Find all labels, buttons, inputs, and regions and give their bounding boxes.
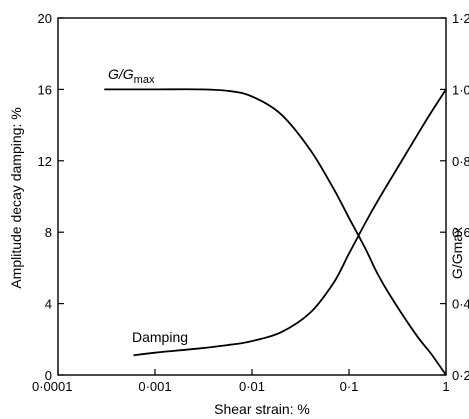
y2-tick-label: 0·4 bbox=[452, 297, 469, 312]
x-axis-title: Shear strain: % bbox=[214, 401, 310, 417]
x-axis-ticks: 0·0001 0·001 0·01 0·1 1 bbox=[32, 369, 450, 394]
x-tick-label: 0·01 bbox=[239, 379, 265, 394]
right-axis-ticks: 0·2 0·4 0·6 0·8 1·0 1·2 bbox=[440, 11, 469, 383]
annotation-ggmax: G/Gmax bbox=[108, 66, 155, 86]
y-tick-label: 8 bbox=[45, 225, 52, 240]
y-tick-label: 16 bbox=[38, 82, 52, 97]
ggmax-curve bbox=[104, 88, 447, 376]
y-tick-label: 0 bbox=[45, 368, 52, 383]
y2-tick-label: 0·6 bbox=[452, 225, 469, 240]
x-tick-label: 0·1 bbox=[340, 379, 359, 394]
y-tick-label: 4 bbox=[45, 297, 52, 312]
annotation-damping: Damping bbox=[132, 329, 188, 345]
x-tick-label: 1 bbox=[442, 379, 449, 394]
left-axis-ticks: 0 4 8 12 16 20 bbox=[38, 11, 64, 383]
y-axis-title: Amplitude decay damping: % bbox=[8, 107, 24, 288]
damping-curve bbox=[133, 88, 447, 357]
y2-axis-title: G/Gmax bbox=[449, 227, 465, 279]
y2-tick-label: 0·8 bbox=[452, 154, 469, 169]
y-tick-label: 12 bbox=[38, 154, 52, 169]
y2-tick-label: 1·0 bbox=[452, 82, 469, 97]
series-lines bbox=[104, 88, 447, 376]
y2-tick-label: 1·2 bbox=[452, 11, 469, 26]
y-tick-label: 20 bbox=[38, 11, 52, 26]
x-tick-label: 0·0001 bbox=[32, 379, 72, 394]
x-tick-label: 0·001 bbox=[138, 379, 171, 394]
y2-tick-label: 0·2 bbox=[452, 368, 469, 383]
